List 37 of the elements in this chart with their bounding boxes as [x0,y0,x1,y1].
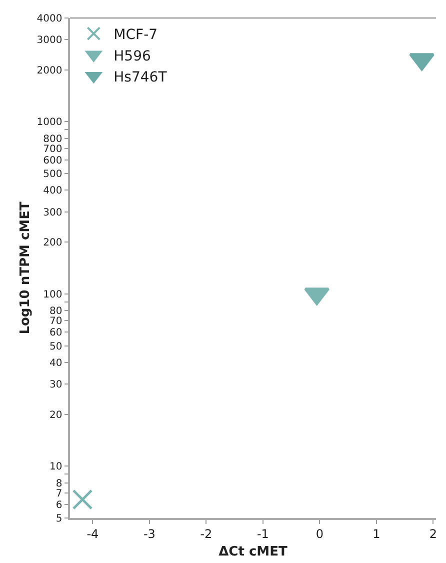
y-tick-label: 8 [56,478,62,490]
y-tick-label: 70 [50,316,62,328]
y-tick-label: 600 [43,155,62,166]
y-tick-label: 400 [43,186,62,197]
y-tick-label: 80 [50,306,62,318]
y-tick-label: 200 [43,238,62,249]
y-tick-label: 30 [50,379,62,390]
y-tick-label: 60 [50,328,62,339]
x-tick-label: -2 [200,527,212,542]
y-tick-label: 7 [56,488,62,500]
y-tick-label: 100 [43,289,62,300]
y-tick-label: 4000 [36,14,62,24]
y-tick-label: 10 [50,462,62,473]
y-tick-label: 500 [43,169,62,180]
point [72,489,93,510]
y-axis-title: Log10 nTPM cMET [18,202,34,334]
y-tick-label: 1000 [36,117,62,128]
y-tick-label: 40 [50,358,62,369]
x-tick-label: -4 [86,527,99,542]
legend-label: MCF-7 [114,27,158,44]
y-tick-label: 300 [43,207,62,218]
y-tick-label: 800 [43,134,62,145]
x-tick-label: 1 [372,527,380,542]
x-axis-title: ΔCt cMET [218,544,288,560]
legend-label: H596 [114,48,151,64]
y-tick-label: 3000 [36,35,62,46]
y-tick-label: 2000 [36,65,62,76]
y-tick-label: 50 [50,341,62,352]
x-tick-label: -1 [256,527,269,542]
y-tick-label: 5 [56,514,62,524]
x-tick-label: 2 [429,527,437,542]
y-tick-label: 700 [43,144,62,155]
y-tick-label: 20 [50,410,62,421]
x-tick-label: -3 [143,527,156,542]
legend-label: Hs746T [114,69,168,86]
y-tick-label: 6 [56,500,62,511]
x-tick-label: 0 [316,527,324,542]
